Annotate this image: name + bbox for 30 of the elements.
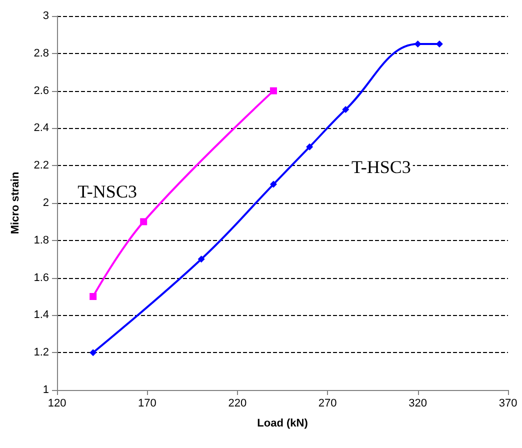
x-axis-title: Load (kN) xyxy=(257,418,308,430)
point xyxy=(306,143,314,150)
y-axis-title: Micro strain xyxy=(10,172,22,234)
point xyxy=(270,87,277,94)
point xyxy=(198,256,205,263)
text: T-HSC3 xyxy=(352,156,411,177)
x-tick-label: 320 xyxy=(408,398,427,410)
x-tick-label: 370 xyxy=(498,398,518,410)
point xyxy=(342,106,350,113)
x-tick-label: 170 xyxy=(138,398,156,410)
point xyxy=(270,180,277,188)
y-tick-label: 2.4 xyxy=(34,122,49,134)
y-tick-label: 2.2 xyxy=(34,160,49,172)
x-tick-label: 270 xyxy=(318,398,337,410)
x-tick-label: 220 xyxy=(228,398,247,410)
point xyxy=(90,293,97,300)
point xyxy=(140,218,148,226)
x-tick-label: 120 xyxy=(48,398,66,410)
y-tick-label: 2.8 xyxy=(34,47,49,60)
point xyxy=(90,349,97,356)
y-tick-label: 2 xyxy=(42,197,49,209)
y-tick-label: 2.6 xyxy=(34,84,49,97)
series-label: T-NSC3 xyxy=(78,182,137,202)
y-tick-label: 1 xyxy=(42,384,49,396)
y-tick-label: 1.8 xyxy=(34,234,49,246)
y-tick-label: 1.6 xyxy=(34,272,49,284)
y-tick-label: 1.2 xyxy=(34,346,49,359)
y-tick-label: 3 xyxy=(42,10,49,22)
y-tick-label: 1.4 xyxy=(34,309,49,322)
point xyxy=(414,40,422,48)
